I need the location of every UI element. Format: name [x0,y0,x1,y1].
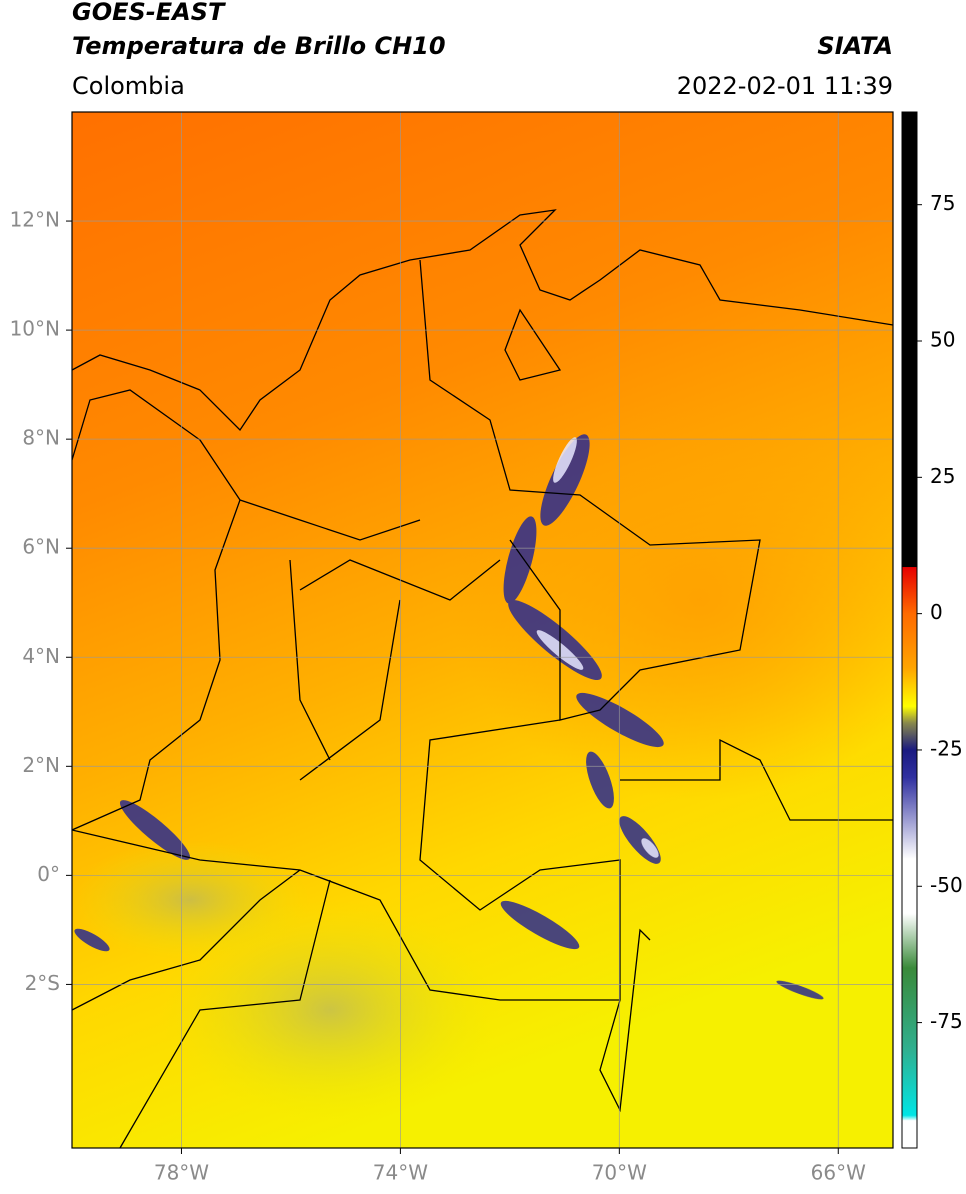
y-tick-label: 2°S [25,971,60,995]
grid-layer [72,112,893,1148]
datetime: 2022-02-01 11:39 [677,72,893,100]
y-tick-label: 10°N [10,317,60,341]
subtitle: Temperatura de Brillo CH10 [72,32,446,60]
region: Colombia [72,72,185,100]
x-tick-label: 78°W [154,1161,209,1185]
y-tick-label: 4°N [22,644,60,668]
y-tick-label: 12°N [10,208,60,232]
colorbar-tick-label: 75 [930,191,955,215]
x-tick-label: 74°W [373,1161,428,1185]
y-tick-label: 2°N [22,753,60,777]
x-tick-label: 70°W [592,1161,647,1185]
colorbar-tick-label: -75 [930,1009,963,1033]
y-tick-label: 0° [37,862,60,886]
colorbar-tick-label: 0 [930,600,943,624]
imagery [72,112,893,1148]
y-tick-label: 8°N [22,426,60,450]
colorbar-tick-label: -25 [930,736,963,760]
source: SIATA [817,32,893,60]
title: GOES-EAST [72,0,226,26]
x-tick-label: 66°W [811,1161,866,1185]
plot-frame [71,111,894,1149]
colorbar [901,111,918,1149]
colorbar-tick-label: 50 [930,328,955,352]
colorbar-tick-label: -50 [930,873,963,897]
y-tick-label: 6°N [22,535,60,559]
colorbar-tick-label: 25 [930,464,955,488]
